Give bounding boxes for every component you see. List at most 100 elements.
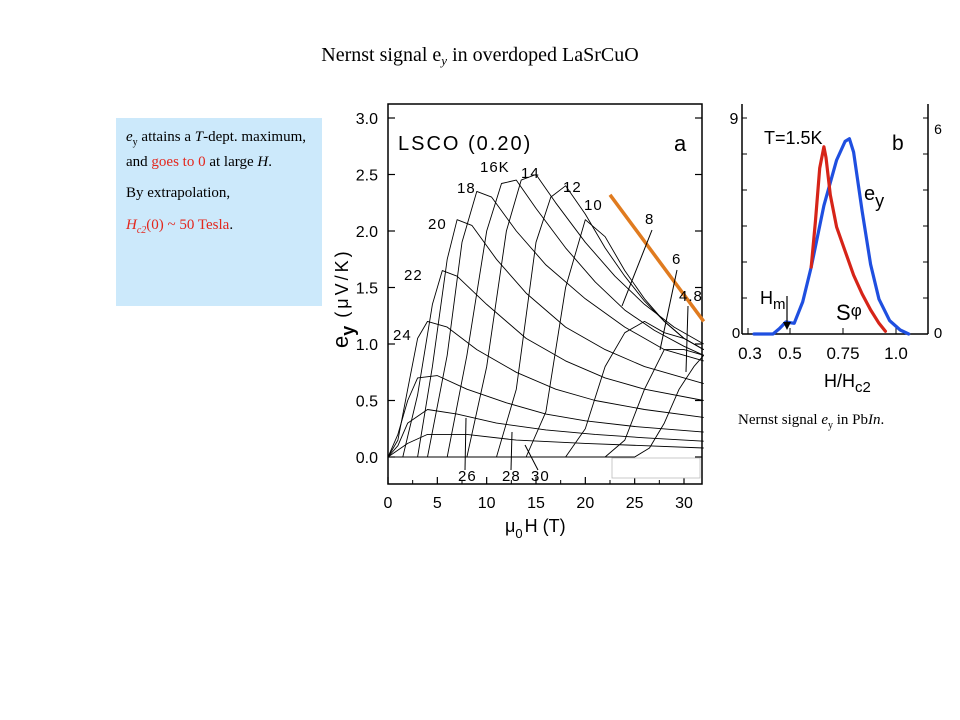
chart-a-ytick-label: 0.0 <box>356 450 378 467</box>
chart-a-temp-label: 8 <box>645 211 654 228</box>
chart-a-series-4.8 <box>388 355 705 458</box>
chart-a-series-30 <box>387 433 704 458</box>
chart-a-series-6 <box>388 349 704 458</box>
title-prefix: Nernst signal e <box>321 44 442 66</box>
chart-a-pointer-line <box>524 444 539 471</box>
chart-a-panel-label: a <box>674 131 687 156</box>
note-hc2-value: (0) ~ 50 Tesla <box>146 216 230 233</box>
chart-a-ytick-label: 0.5 <box>356 394 378 411</box>
chart-a-pointer-line <box>464 417 467 471</box>
chart-a-series-22 <box>388 270 704 458</box>
chart-b-annotation-hm: Hm <box>760 288 786 313</box>
slide-title: Nernst signal ey in overdoped LaSrCuO <box>0 44 960 69</box>
chart-b-xlabel: H/Hc2 <box>824 371 871 396</box>
chart-a-temp-label: 18 <box>457 180 476 197</box>
pbin-caption: Nernst signal ey in PbIn. <box>738 412 884 431</box>
note-text-b: -dept. maximum, and <box>126 129 306 170</box>
pbin-caption-in: In <box>868 412 881 428</box>
chart-a-temp-label: 14 <box>521 165 540 182</box>
chart-a-temp-label: 6 <box>672 251 681 268</box>
note-hc2-H: H <box>126 216 137 233</box>
note-paragraph-3: Hc2(0) ~ 50 Tesla. <box>126 216 314 241</box>
chart-a-ytick-label: 1.0 <box>356 337 378 354</box>
chart-b-panel-label: b <box>892 132 904 155</box>
chart-a-highlight-line <box>608 193 706 323</box>
chart-a-series-16K <box>388 179 704 458</box>
chart-a-xtick-label: 25 <box>626 495 644 512</box>
note-hc2-sub: c2 <box>136 224 147 236</box>
note-e-sub: y <box>132 137 138 148</box>
chart-a-temp-label: 12 <box>563 179 582 196</box>
chart-a-pointer-line <box>659 269 678 351</box>
chart-b-yright-top: 6 <box>934 121 942 137</box>
chart-a-ytick-label: 3.0 <box>356 111 378 128</box>
chart-a-pointer-line <box>685 305 689 373</box>
chart-b: 0.3 0.5 0.75 1.0 9 0 6 0 T=1.5K b Hm ey Sφ H/Hc2 <box>730 104 942 396</box>
note-H: H <box>257 153 269 170</box>
chart-b-yright-bottom: 0 <box>934 325 942 342</box>
chart-a-frame <box>387 103 703 485</box>
chart-b-annotation-ey: ey <box>864 183 884 211</box>
chart-b-yleft-top: 9 <box>730 111 739 128</box>
note-text-d: . <box>268 153 272 170</box>
chart-b-xtick-label: 0.5 <box>778 344 802 363</box>
chart-a-xtick-label: 15 <box>527 495 545 512</box>
chart-b-xtick-label: 1.0 <box>884 344 908 363</box>
chart-a-series-8 <box>388 320 704 458</box>
chart-a-ytick-label: 2.0 <box>356 224 378 241</box>
chart-b-xtick-label: 0.3 <box>738 344 762 363</box>
note-T: T <box>194 129 204 145</box>
chart-b-xtick-label: 0.75 <box>826 344 859 363</box>
chart-a: 0.0 0.5 1.0 1.5 2.0 2.5 3.0 0 5 10 15 20 25 30 LSCO (0… <box>328 103 706 541</box>
chart-a-temp-label: 22 <box>404 267 423 284</box>
chart-a-xlabel: μ0 H (T) <box>505 516 566 541</box>
chart-a-xtick-label: 0 <box>384 495 393 512</box>
chart-a-temp-label: 4.8 <box>679 288 703 305</box>
chart-a-ytick-label: 1.5 <box>356 281 378 298</box>
chart-b-yleft-bottom: 0 <box>732 325 740 342</box>
chart-a-temp-label: 26 <box>458 468 477 485</box>
chart-b-hm-arrowhead <box>783 322 791 330</box>
title-suffix: in overdoped LaSrCuO <box>447 44 639 66</box>
chart-a-temp-label: 30 <box>531 468 550 485</box>
pbin-caption-a: Nernst signal <box>738 412 822 428</box>
chart-a-temp-label: 10 <box>584 197 603 214</box>
chart-a-series-24 <box>387 320 704 458</box>
chart-a-inset-box <box>611 457 701 479</box>
chart-a-series-12 <box>388 185 704 458</box>
pbin-caption-e: e <box>821 412 828 428</box>
chart-a-xtick-label: 20 <box>576 495 594 512</box>
chart-a-temp-label: 16K <box>480 159 510 176</box>
chart-a-temp-label: 20 <box>428 216 447 233</box>
chart-a-series-26 <box>387 375 704 458</box>
chart-a-series-14 <box>388 174 704 458</box>
pbin-caption-b: in Pb <box>833 412 869 428</box>
chart-b-title: T=1.5K <box>764 128 823 148</box>
chart-a-series-18 <box>388 190 704 458</box>
chart-a-xtick-label: 30 <box>675 495 693 512</box>
note-goes-to-zero: goes to 0 <box>151 153 206 170</box>
title-symbol: y <box>441 53 448 68</box>
chart-b-annotation-sphi: Sφ <box>836 300 862 325</box>
note-paragraph-2: By extrapolation, <box>126 185 231 201</box>
pbin-caption-c: . <box>880 412 885 428</box>
chart-a-temp-label: 28 <box>502 468 521 485</box>
chart-a-pointer-line <box>510 431 513 471</box>
chart-a-ylabel: ey(μV/K) <box>328 248 358 348</box>
note-text-a: attains a <box>137 129 195 145</box>
note-box: ey attains a T-dept. maximum, and goes t… <box>116 118 322 306</box>
note-e-symbol: e <box>126 129 133 145</box>
chart-a-series-28 <box>387 409 704 458</box>
chart-a-xtick-label: 10 <box>478 495 496 512</box>
chart-a-pointer-line <box>621 229 653 307</box>
chart-a-xtick-label: 5 <box>433 495 442 512</box>
chart-b-series-s-phi <box>809 145 888 333</box>
chart-a-ytick-label: 2.5 <box>356 168 378 185</box>
note-text-c: at large <box>205 153 258 170</box>
chart-a-series-20 <box>388 219 704 458</box>
chart-a-temp-label: 24 <box>393 327 412 344</box>
note-paragraph-1: ey attains a T-dept. maximum, and goes t… <box>126 128 314 172</box>
pbin-caption-sub: y <box>828 420 833 431</box>
chart-a-title: LSCO (0.20) <box>398 133 532 155</box>
